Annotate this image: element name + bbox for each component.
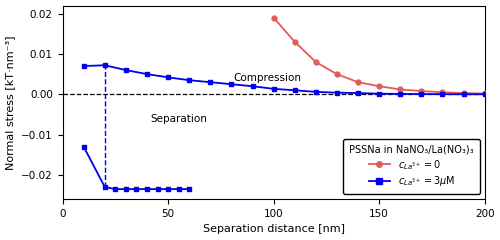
X-axis label: Separation distance [nm]: Separation distance [nm] [202,224,344,234]
Y-axis label: Normal stress [kT·nm⁻³]: Normal stress [kT·nm⁻³] [6,35,16,170]
Text: Compression: Compression [234,73,302,83]
Legend: $c_{La^{3+}}=0$, $c_{La^{3+}}=3\mu$M: $c_{La^{3+}}=0$, $c_{La^{3+}}=3\mu$M [344,139,480,194]
Text: Separation: Separation [150,114,207,125]
